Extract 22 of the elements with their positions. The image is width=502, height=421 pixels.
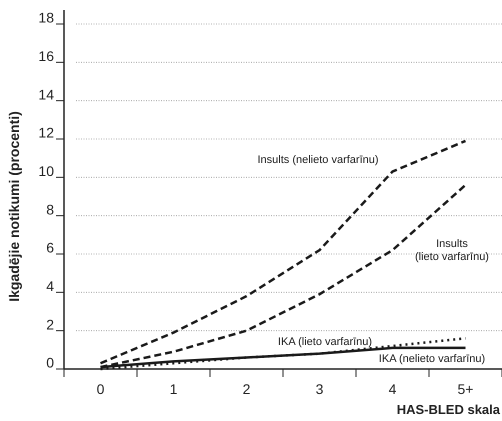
y-tick-label: 18: [38, 10, 54, 26]
y-tick-label: 12: [38, 124, 54, 141]
y-tick-label: 16: [38, 48, 54, 64]
y-tick-label: 14: [38, 86, 54, 102]
y-axis-title: Ikgadējie notikumi (procenti): [6, 111, 22, 302]
y-tick-label: 10: [38, 162, 54, 179]
y-tick-label: 0: [46, 354, 54, 371]
x-tick-label: 5+: [458, 381, 474, 397]
x-tick-label: 0: [96, 381, 105, 397]
x-tick-label: 2: [242, 381, 251, 397]
x-tick-label: 1: [170, 381, 178, 397]
y-tick-label: 2: [46, 316, 54, 332]
series-label: Insults (lieto varfarīnu): [415, 238, 489, 264]
x-tick-label: 3: [316, 381, 324, 397]
series-label: IKA (nelieto varfarīnu): [378, 353, 486, 365]
x-axis-title: HAS-BLED skala: [396, 402, 501, 417]
y-tick-label: 6: [46, 240, 54, 256]
series-label: Insults (nelieto varfarīnu): [257, 154, 379, 166]
y-tick-label: 8: [46, 201, 54, 218]
x-tick-label: 4: [388, 381, 397, 397]
series-label: IKA (lieto varfarīnu): [278, 336, 372, 348]
y-tick-label: 4: [46, 278, 54, 294]
